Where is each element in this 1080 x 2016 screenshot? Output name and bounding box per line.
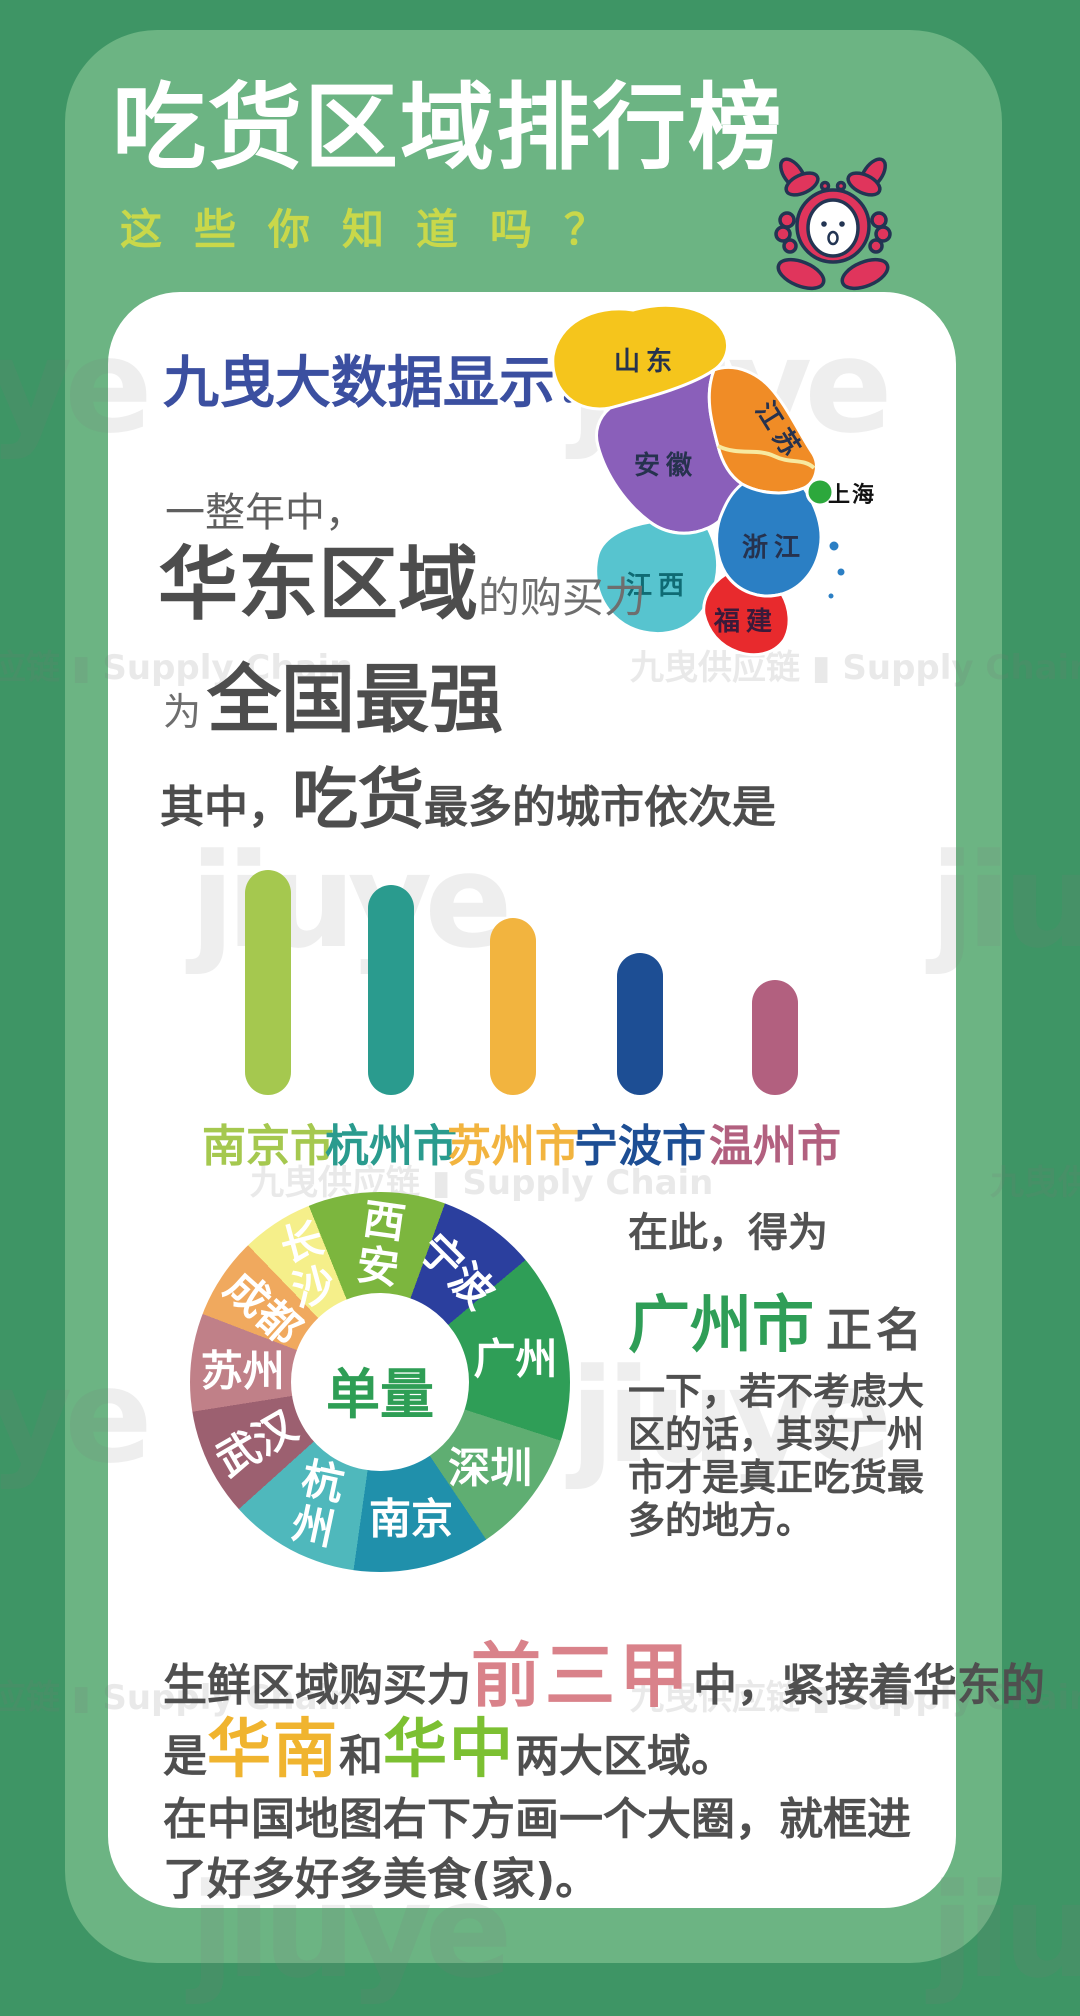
map-river-line <box>717 444 816 470</box>
bottom-1-part-2: 中，紧接着华东的 <box>693 1660 1045 1711</box>
map-label-fujian: 福建 <box>713 607 778 637</box>
note-lead: 在此，得为 <box>628 1210 828 1256</box>
bar-label-南京市: 南京市 <box>202 1121 334 1172</box>
bar-label-杭州市: 杭州市 <box>325 1121 457 1172</box>
caption-part-1: 其中， <box>160 782 292 833</box>
bar-杭州市 <box>368 885 414 1095</box>
poster-title: 吃货区域排行榜 <box>112 74 785 183</box>
map-region-fujian <box>702 572 791 657</box>
top-three-text: 前三甲 <box>471 1635 693 1717</box>
donut-label-西安: 西安 <box>346 1195 409 1293</box>
donut-label-广州: 广州 <box>473 1334 558 1384</box>
bottom-2-part-1: 是 <box>163 1731 207 1782</box>
bottom-line-1: 生鲜区域购买力 前三甲 中，紧接着华东的 <box>163 1620 1045 1721</box>
order-volume-donut-chart: 单量 西安 宁波 广州 深圳 南京 杭州 武汉 苏州 成都 长沙 <box>190 1192 570 1572</box>
poster-subtitle: 这些你知道吗？ <box>120 205 639 254</box>
east-china-map: 山东 江苏 安徽 上海 浙江 江西 福建 <box>551 303 876 657</box>
donut-label-苏州: 苏州 <box>200 1346 285 1396</box>
bottom-line-3: 在中国地图右下方画一个大圈，就框进了好多好多美食(家)。 <box>163 1794 911 1905</box>
caption-part-2: 最多的城市依次是 <box>424 782 776 833</box>
map-island <box>834 565 848 579</box>
bar-宁波市 <box>617 953 663 1095</box>
note-body: 一下，若不考虑大区的话，其实广州市才是真正吃货最多的地方。 <box>628 1370 924 1542</box>
foodie-text: 吃货 <box>292 761 424 838</box>
strongest-nation-text: 全国最强 <box>207 657 504 743</box>
bottom-line-2: 是 华南 和 华中 两大区域。 <box>163 1698 735 1790</box>
intro-line-3: 为 全国最强 <box>163 640 503 747</box>
guangzhou-city-text: 广州市 <box>628 1288 815 1361</box>
bar-chart-caption: 其中， 吃货 最多的城市依次是 <box>160 746 776 842</box>
donut-hole <box>291 1293 469 1471</box>
bottom-2-part-2: 和 <box>339 1731 383 1782</box>
donut-label-深圳: 深圳 <box>448 1443 533 1493</box>
note-city-line: 广州市 正名 <box>628 1274 944 1364</box>
zhengming-text: 正名 <box>826 1303 927 1357</box>
bar-南京市 <box>245 870 291 1095</box>
bar-label-苏州市: 苏州市 <box>447 1121 579 1172</box>
wei-text: 为 <box>163 690 202 734</box>
map-label-zhejiang: 浙江 <box>742 533 806 563</box>
donut-label-南京: 南京 <box>369 1494 454 1544</box>
crab-mascot-icon <box>774 157 892 291</box>
intro-line-1: 一整年中， <box>165 490 365 536</box>
guangzhou-note: 在此，得为 广州市 正名 一下，若不考虑大区的话，其实广州市才是真正吃货最多的地… <box>628 1200 944 1542</box>
data-heading: 九曳大数据显示： <box>163 351 611 416</box>
huazhong-text: 华中 <box>383 1713 515 1787</box>
map-label-anhui: 安徽 <box>634 451 698 481</box>
city-bar-chart: 南京市 杭州市 苏州市 宁波市 温州市 <box>108 852 956 1172</box>
bar-温州市 <box>752 980 798 1095</box>
map-label-jiangxi: 江西 <box>626 571 690 601</box>
huanan-text: 华南 <box>207 1713 339 1787</box>
bottom-2-part-3: 两大区域。 <box>515 1731 735 1782</box>
donut-center-label: 单量 <box>326 1363 434 1426</box>
purchasing-power-text: 的购买力 <box>478 573 647 622</box>
bar-苏州市 <box>490 918 536 1095</box>
intro-line-2: 华东区域 的购买力 <box>158 520 646 636</box>
bar-label-温州市: 温州市 <box>709 1121 841 1172</box>
map-island <box>826 538 842 554</box>
bar-label-宁波市: 宁波市 <box>574 1121 706 1172</box>
map-region-shanghai <box>805 477 835 507</box>
map-label-shandong: 山东 <box>614 346 678 377</box>
map-label-shanghai: 上海 <box>828 482 876 508</box>
map-region-shandong <box>551 303 730 411</box>
bottom-1-part-1: 生鲜区域购买力 <box>163 1660 471 1711</box>
map-region-jiangxi <box>594 520 720 635</box>
huadong-region-text: 华东区域 <box>158 538 478 631</box>
map-island <box>825 590 837 602</box>
